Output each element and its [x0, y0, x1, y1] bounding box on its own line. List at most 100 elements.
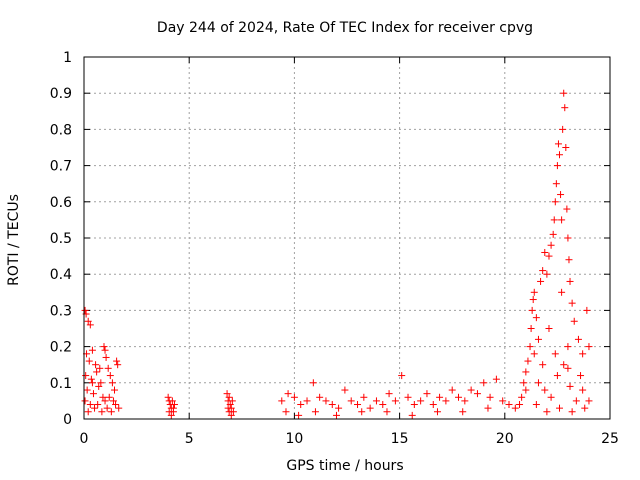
data-point — [551, 350, 559, 358]
data-point — [379, 401, 387, 409]
data-point — [106, 372, 114, 380]
data-point — [568, 408, 576, 416]
data-point — [93, 368, 101, 376]
data-point — [585, 397, 593, 405]
data-point — [404, 393, 412, 401]
data-point — [572, 397, 580, 405]
data-point — [113, 357, 121, 365]
data-point — [85, 357, 93, 365]
data-point — [545, 325, 553, 332]
data-point — [583, 306, 591, 314]
data-point — [516, 401, 524, 409]
data-point — [328, 401, 336, 409]
data-point — [564, 364, 572, 372]
data-point — [169, 404, 177, 412]
data-point — [223, 390, 231, 398]
data-point — [410, 401, 418, 409]
data-point — [448, 386, 456, 394]
data-point — [168, 397, 176, 405]
data-point — [461, 397, 469, 405]
data-point — [81, 397, 89, 405]
data-point — [297, 401, 305, 409]
data-point — [227, 411, 235, 419]
data-point — [107, 408, 115, 416]
y-tick-label: 0.3 — [50, 303, 72, 319]
data-point — [505, 401, 513, 409]
data-point — [282, 408, 290, 416]
data-point — [579, 350, 587, 358]
data-point — [553, 162, 561, 170]
data-point — [499, 397, 507, 405]
data-point — [480, 379, 488, 387]
data-point — [347, 397, 355, 405]
data-point — [97, 379, 105, 387]
data-point — [534, 379, 542, 387]
data-point — [385, 390, 393, 398]
data-point — [561, 104, 569, 112]
data-point — [552, 180, 560, 188]
data-point — [108, 379, 116, 387]
data-point — [577, 372, 585, 380]
data-point — [579, 386, 587, 394]
data-point — [83, 386, 91, 394]
data-point — [112, 401, 120, 409]
data-point — [94, 401, 102, 409]
data-point — [103, 404, 111, 412]
data-point — [541, 248, 549, 256]
data-point — [551, 198, 559, 206]
data-point — [436, 393, 444, 401]
y-tick-label: 0.8 — [50, 122, 72, 138]
data-point — [557, 191, 565, 199]
data-point — [467, 386, 475, 394]
data-point — [527, 325, 535, 332]
data-point — [539, 361, 547, 369]
data-point — [96, 364, 104, 372]
data-point — [309, 379, 317, 387]
data-point — [225, 408, 233, 416]
data-point — [165, 408, 173, 416]
data-point — [556, 151, 564, 159]
data-point — [224, 404, 232, 412]
data-point — [541, 386, 549, 394]
data-point — [303, 397, 311, 405]
data-point — [391, 397, 399, 405]
data-point — [225, 393, 233, 401]
data-point — [111, 386, 119, 394]
data-point — [316, 393, 324, 401]
data-point — [86, 321, 94, 329]
y-axis-label: ROTI / TECUs — [6, 194, 22, 286]
data-point — [358, 408, 366, 416]
x-tick-label: 10 — [285, 431, 303, 447]
data-point — [360, 393, 368, 401]
y-tick-label: 0.1 — [50, 376, 72, 392]
data-point — [372, 397, 380, 405]
data-point — [459, 408, 467, 416]
chart-title: Day 244 of 2024, Rate Of TEC Index for r… — [157, 20, 533, 36]
data-point — [408, 411, 416, 419]
data-point — [109, 397, 117, 405]
data-point — [341, 386, 349, 394]
data-point — [383, 408, 391, 416]
y-tick-label: 0.4 — [50, 267, 72, 283]
data-point — [564, 234, 572, 242]
data-point — [473, 390, 481, 398]
data-point — [88, 379, 96, 387]
data-point — [114, 361, 122, 369]
data-point — [95, 382, 103, 390]
data-point — [104, 364, 112, 372]
data-point — [568, 299, 576, 307]
axis-ticks — [83, 56, 611, 420]
data-point — [101, 346, 109, 354]
data-point — [228, 397, 236, 405]
data-point — [526, 343, 534, 351]
y-tick-label: 0.9 — [50, 86, 72, 102]
data-point — [105, 393, 113, 401]
data-point — [295, 411, 303, 419]
data-point — [566, 277, 574, 285]
data-point — [115, 404, 123, 412]
data-point — [98, 408, 106, 416]
data-point — [549, 230, 557, 238]
data-point — [84, 317, 92, 325]
data-point — [99, 393, 107, 401]
y-tick-label: 1 — [63, 50, 72, 66]
